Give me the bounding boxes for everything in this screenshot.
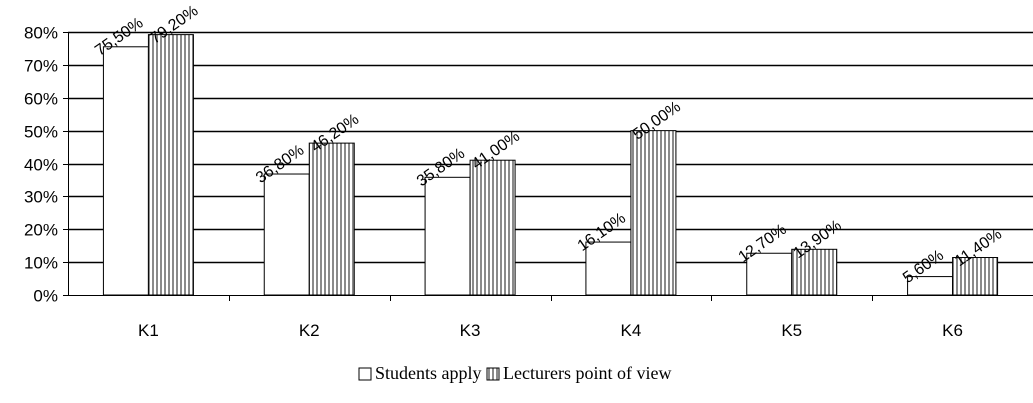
y-tick-label: 70% <box>24 57 58 76</box>
bar-students-apply <box>585 241 632 296</box>
legend-label-lecturers-point-of-view: Lecturers point of view <box>503 363 671 383</box>
bar-lecturers-point-of-view <box>147 34 194 296</box>
x-tick-label: K6 <box>942 321 963 340</box>
bar-lecturers-point-of-view <box>469 159 516 296</box>
legend-swatch-lecturers-point-of-view <box>486 367 500 381</box>
gridlines <box>68 31 1033 264</box>
x-tick-label: K2 <box>299 321 320 340</box>
x-tick-label: K5 <box>781 321 802 340</box>
bars <box>102 34 999 296</box>
y-tick-label: 30% <box>24 188 58 207</box>
y-tick-label: 20% <box>24 221 58 240</box>
x-tick-label: K4 <box>621 321 642 340</box>
x-tick-label: K1 <box>138 321 159 340</box>
y-tick-label: 0% <box>33 287 58 306</box>
bar-students-apply <box>424 176 471 296</box>
data-labels: 75,50% 79,20%36,80%46,20%35,80% 41,00%16,1… <box>92 2 1005 286</box>
bar-lecturers-point-of-view <box>308 142 355 296</box>
legend: Students apply Lecturers point of view <box>358 363 671 383</box>
bar-students-apply <box>102 46 149 296</box>
x-tick-label: K3 <box>460 321 481 340</box>
axes: 0% 10% 20% 30% 40% 50% 60% 70% 80% K1 K2 K3 K4 K5 K6 <box>24 24 1033 340</box>
bar-lecturers-point-of-view <box>791 248 838 296</box>
y-tick-label: 60% <box>24 90 58 109</box>
legend-swatch-students-apply <box>358 367 372 381</box>
y-tick-label: 50% <box>24 123 58 142</box>
bar-students-apply <box>263 173 310 296</box>
y-tick-label: 40% <box>24 156 58 175</box>
y-tick-label: 10% <box>24 254 58 273</box>
bar-lecturers-point-of-view <box>630 130 677 296</box>
legend-label-students-apply: Students apply <box>375 363 482 383</box>
y-tick-label: 80% <box>24 24 58 43</box>
bar-lecturers-point-of-view <box>952 257 999 296</box>
